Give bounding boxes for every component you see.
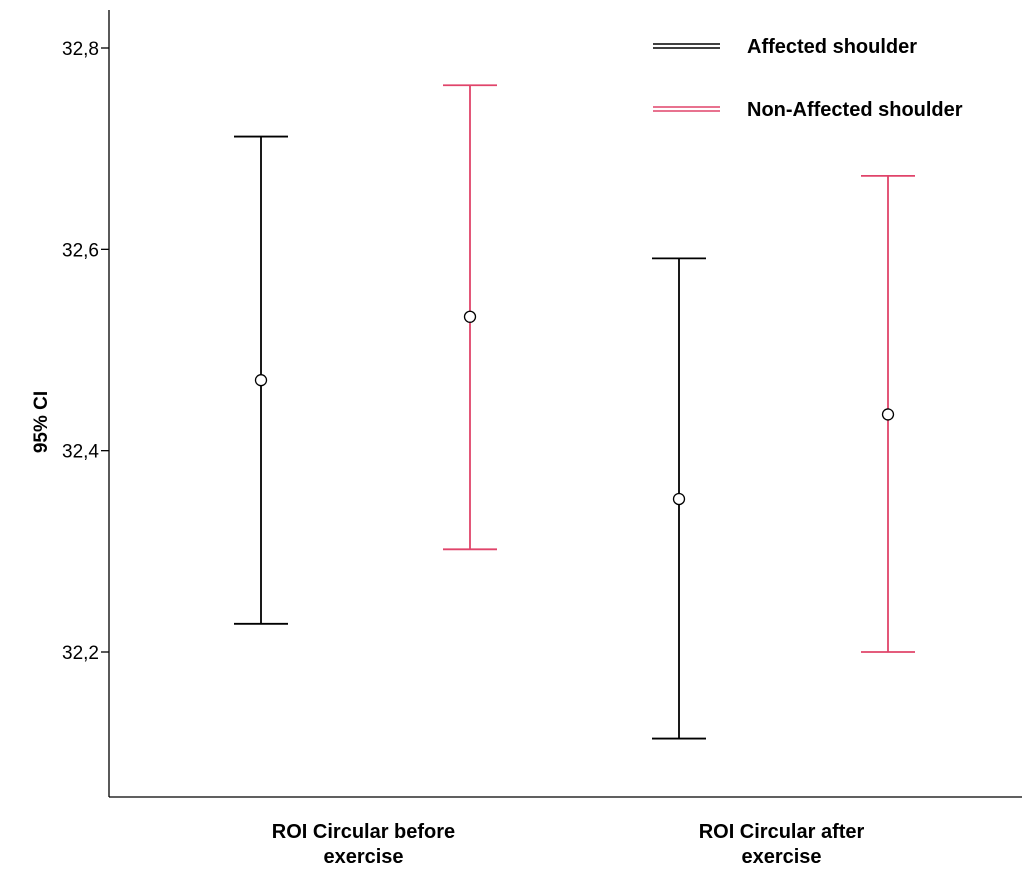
series-layer (234, 84, 915, 740)
error-bar (652, 257, 706, 740)
mean-marker (881, 408, 895, 421)
error-bar (443, 84, 497, 551)
legend: Affected shoulder Non-Affected shoulder (653, 36, 963, 121)
legend-label: Affected shoulder (747, 36, 917, 58)
error-bar (234, 135, 288, 625)
mean-marker (254, 374, 268, 387)
mean-marker (672, 492, 686, 506)
legend-label: Non-Affected shoulder (747, 99, 963, 121)
y-tick-label: 32,6 (62, 240, 99, 261)
y-tick-label: 32,2 (62, 643, 99, 664)
y-tick-label: 32,8 (62, 39, 99, 60)
x-category-label: ROI Circular before (272, 821, 455, 843)
mean-marker (463, 310, 477, 323)
x-category-labels: ROI Circular before exercise ROI Circular … (272, 821, 865, 868)
x-category-label: ROI Circular after (699, 821, 865, 843)
axes (108, 10, 1022, 798)
legend-item: Affected shoulder (653, 36, 917, 58)
x-category-label: exercise (741, 846, 821, 868)
y-ticks: 32,2 32,4 32,6 32,8 (62, 39, 109, 664)
y-axis-label: 95% CI (31, 391, 52, 453)
error-bar (861, 174, 915, 653)
x-category-label: exercise (323, 846, 403, 868)
y-tick-label: 32,4 (62, 442, 99, 463)
legend-item: Non-Affected shoulder (653, 99, 963, 121)
